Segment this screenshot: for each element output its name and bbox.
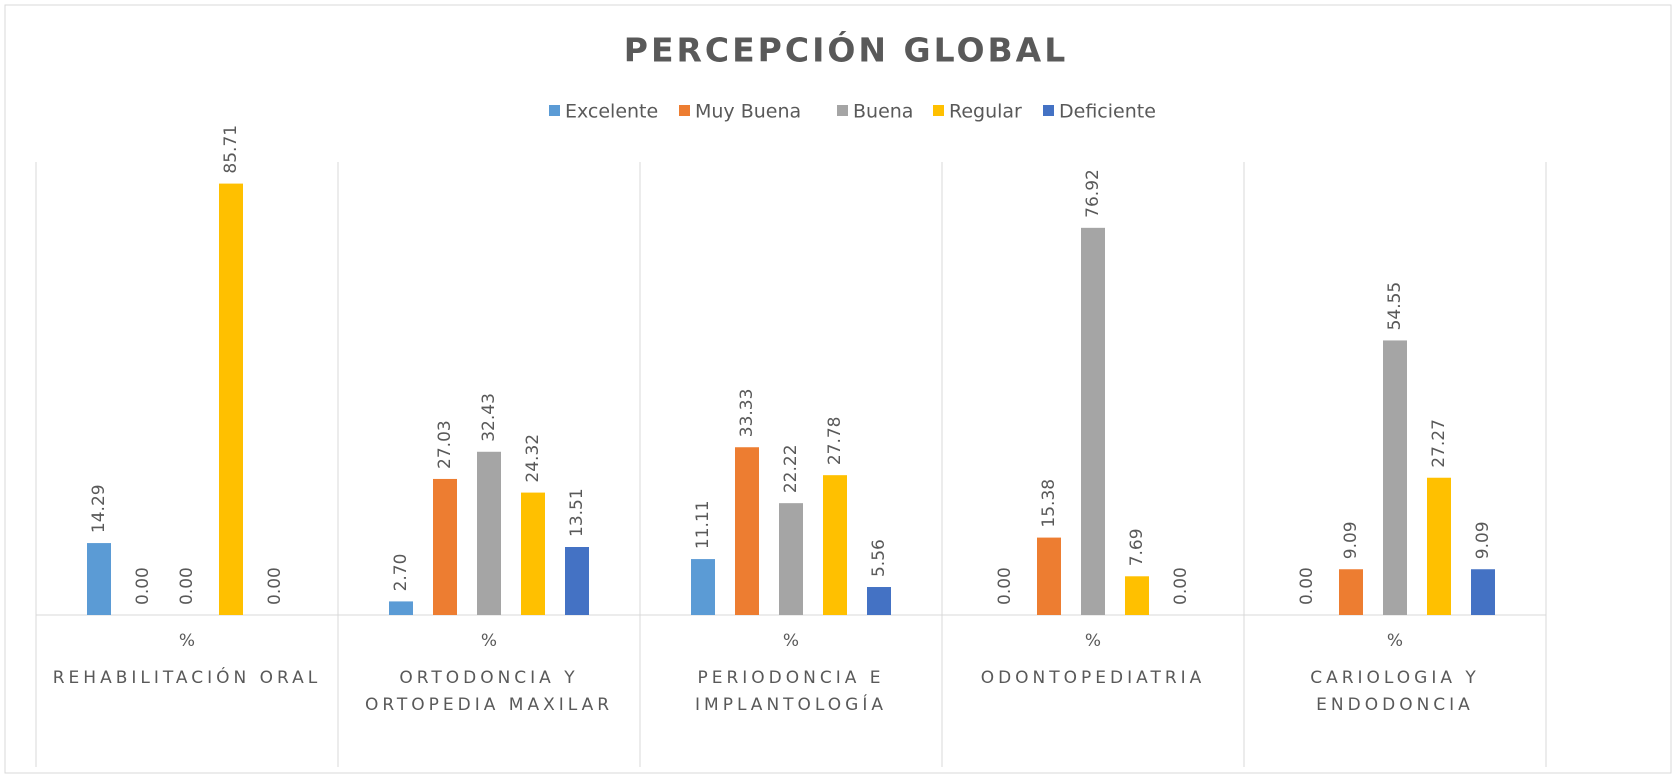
bar <box>1427 477 1451 615</box>
data-label: 85.71 <box>221 125 241 174</box>
data-label: 54.55 <box>1385 282 1405 331</box>
bar <box>219 183 243 615</box>
data-label: 27.78 <box>825 417 845 466</box>
bar <box>823 475 847 615</box>
bar <box>87 543 111 615</box>
x-subcategory-label: % <box>783 631 799 651</box>
data-label: 27.27 <box>1429 419 1449 468</box>
bar <box>1339 569 1363 615</box>
legend-label: Muy Buena <box>695 101 801 123</box>
data-label: 27.03 <box>435 420 455 469</box>
bar <box>1383 340 1407 615</box>
data-label: 0.00 <box>265 567 285 605</box>
bar <box>691 559 715 615</box>
data-label: 14.29 <box>89 484 109 533</box>
legend-swatch <box>837 105 848 116</box>
legend-label: Regular <box>949 101 1022 123</box>
data-label: 9.09 <box>1341 521 1361 559</box>
x-category-label: ODONTOPEDIATRIA <box>980 668 1206 688</box>
bar <box>389 601 413 615</box>
bar <box>1037 537 1061 615</box>
data-label: 76.92 <box>1083 169 1103 218</box>
x-subcategory-label: % <box>179 631 195 651</box>
data-label: 0.00 <box>177 567 197 605</box>
data-label: 24.32 <box>523 434 543 483</box>
data-label: 33.33 <box>737 389 757 438</box>
bar <box>735 447 759 615</box>
data-label: 32.43 <box>479 393 499 442</box>
data-label: 0.00 <box>1297 567 1317 605</box>
data-label: 7.69 <box>1127 528 1147 566</box>
legend-label: Excelente <box>565 101 658 123</box>
bar <box>521 492 545 615</box>
data-label: 0.00 <box>133 567 153 605</box>
data-label: 0.00 <box>995 567 1015 605</box>
data-label: 9.09 <box>1473 521 1493 559</box>
bar <box>1125 576 1149 615</box>
bar <box>433 478 457 615</box>
legend-swatch <box>1043 105 1054 116</box>
data-label: 2.70 <box>391 554 411 592</box>
bar <box>1471 569 1495 615</box>
legend-label: Buena <box>853 101 913 123</box>
bar <box>1081 227 1105 615</box>
legend-swatch <box>549 105 560 116</box>
data-label: 5.56 <box>869 539 889 577</box>
bar <box>867 587 891 615</box>
legend-swatch <box>933 105 944 116</box>
legend-label: Deficiente <box>1059 101 1156 123</box>
x-subcategory-label: % <box>1085 631 1101 651</box>
bar <box>565 546 589 615</box>
x-subcategory-label: % <box>481 631 497 651</box>
data-label: 22.22 <box>781 444 801 493</box>
data-label: 11.11 <box>693 500 713 549</box>
data-label: 0.00 <box>1171 567 1191 605</box>
x-category-label: REHABILITACIÓN ORAL <box>52 668 322 688</box>
x-category-label: PERIODONCIA E IMPLANTOLOGÍA <box>695 668 887 715</box>
x-category-label: CARIOLOGIA Y ENDODONCIA <box>1310 668 1480 715</box>
chart-title: PERCEPCIÓN GLOBAL <box>624 30 1068 70</box>
x-category-label: ORTODONCIA Y ORTOPEDIA MAXILAR <box>364 668 614 715</box>
legend-swatch <box>679 105 690 116</box>
data-label: 15.38 <box>1039 479 1059 528</box>
bar <box>477 451 501 615</box>
data-label: 13.51 <box>567 488 587 537</box>
x-subcategory-label: % <box>1387 631 1403 651</box>
bar <box>779 503 803 615</box>
chart-frame <box>4 4 1672 774</box>
